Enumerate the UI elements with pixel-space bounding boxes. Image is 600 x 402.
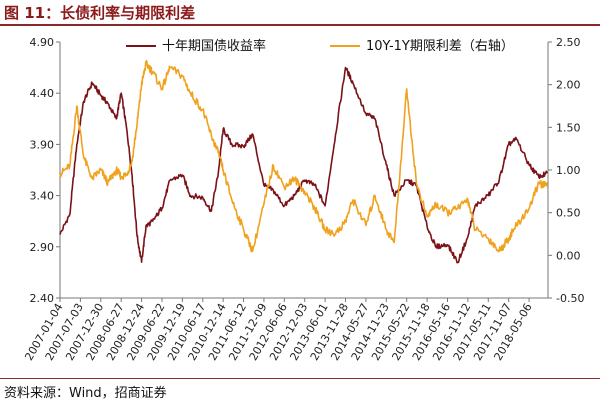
left-tick-label: 4.90 (30, 36, 55, 49)
right-tick-label: 2.50 (556, 36, 581, 49)
right-tick-label: 0.50 (556, 207, 581, 220)
series-line-ten-year-yield (59, 66, 549, 264)
right-tick-label: 1.50 (556, 121, 581, 134)
right-tick-label: 1.00 (556, 164, 581, 177)
source-divider (0, 378, 600, 379)
line-chart: 4.90 4.40 3.90 3.40 2.90 2.40 2.50 2.00 1.50 1.00… (22, 36, 584, 363)
series-line-term-spread (59, 59, 549, 253)
right-tick-label: 2.00 (556, 79, 581, 92)
source-note: 资料来源：Wind，招商证券 (4, 386, 167, 401)
right-tick-label: -0.50 (556, 292, 584, 305)
left-tick-label: 2.40 (30, 292, 55, 305)
left-tick-label: 4.40 (30, 87, 55, 100)
left-tick-label: 3.40 (30, 190, 55, 203)
page-title: 图 11：长债利率与期限利差 (4, 4, 196, 22)
right-tick-label: 0.00 (556, 249, 581, 262)
left-tick-label: 3.90 (30, 138, 55, 151)
left-tick-label: 2.90 (30, 241, 55, 254)
legend-label: 十年期国债收益率 (162, 38, 266, 54)
legend-label: 10Y-1Y期限利差（右轴） (366, 39, 514, 54)
title-bar: 图 11：长债利率与期限利差 (0, 0, 600, 26)
